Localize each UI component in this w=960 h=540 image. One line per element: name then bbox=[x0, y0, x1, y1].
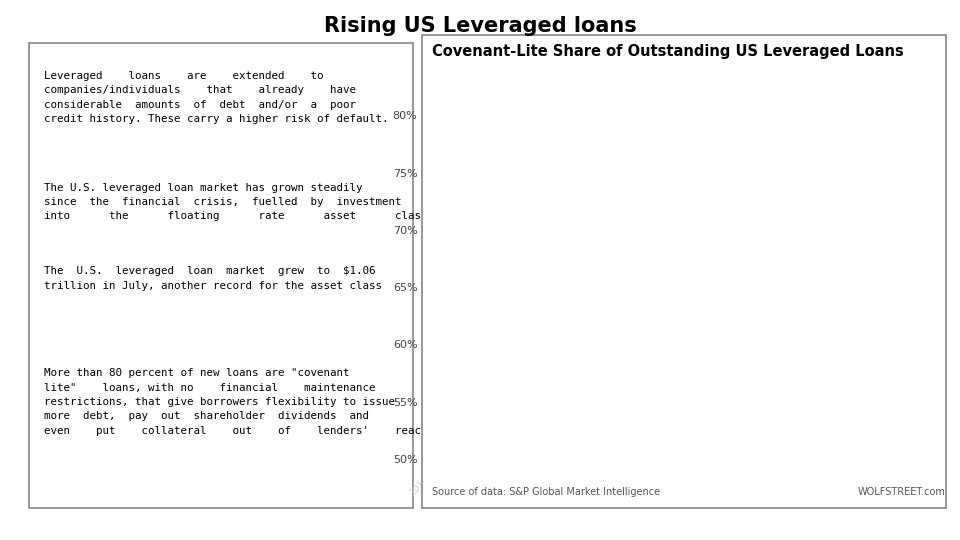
Text: Covenant-Lite Share of Outstanding US Leveraged Loans: Covenant-Lite Share of Outstanding US Le… bbox=[432, 44, 903, 59]
Text: The U.S. leveraged loan market has grown steadily
since  the  financial  crisis,: The U.S. leveraged loan market has grown… bbox=[44, 183, 434, 221]
Text: Source of data: S&P Global Market Intelligence: Source of data: S&P Global Market Intell… bbox=[432, 487, 660, 497]
Text: More than 80 percent of new loans are "covenant
lite"    loans, with no    finan: More than 80 percent of new loans are "c… bbox=[44, 368, 434, 436]
FancyBboxPatch shape bbox=[422, 35, 946, 508]
Text: Rising US Leveraged loans: Rising US Leveraged loans bbox=[324, 16, 636, 36]
Text: 78.6%: 78.6% bbox=[888, 116, 926, 125]
Text: Aug 2018: Aug 2018 bbox=[868, 92, 926, 102]
Text: Leveraged    loans    are    extended    to
companies/individuals    that    alr: Leveraged loans are extended to companie… bbox=[44, 71, 389, 124]
Text: WOLFSTREET.com: WOLFSTREET.com bbox=[857, 487, 946, 497]
FancyBboxPatch shape bbox=[29, 43, 413, 508]
Text: The  U.S.  leveraged  loan  market  grew  to  $1.06
trillion in July, another re: The U.S. leveraged loan market grew to $… bbox=[44, 266, 382, 291]
